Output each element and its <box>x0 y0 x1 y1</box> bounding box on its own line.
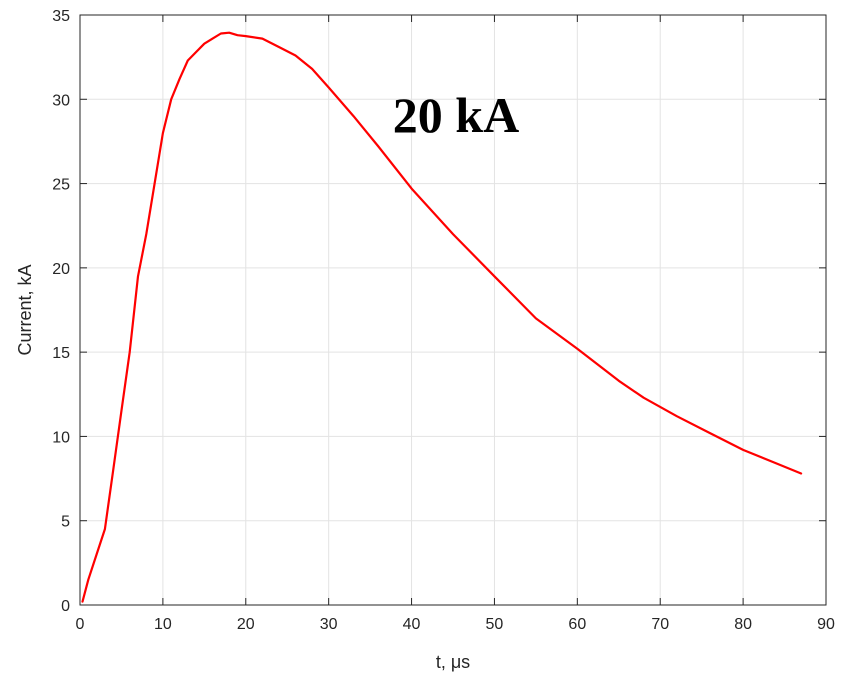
x-tick-label: 50 <box>486 616 504 633</box>
current-series-line <box>81 31 803 603</box>
y-tick-label: 25 <box>52 177 70 194</box>
y-tick-label: 0 <box>61 598 70 615</box>
series <box>81 31 803 603</box>
x-tick-label: 30 <box>320 616 338 633</box>
y-tick-label: 20 <box>52 261 70 278</box>
y-tick-label: 5 <box>61 514 70 531</box>
tick-labels: 0 10 20 30 40 50 60 70 80 90 0 5 10 15 20 25 30 35 <box>52 8 835 633</box>
x-axis-label: t, μs <box>436 652 470 672</box>
y-tick-label: 15 <box>52 345 70 362</box>
grid <box>80 15 826 605</box>
plot-background <box>80 15 826 605</box>
y-tick-label: 30 <box>52 92 70 109</box>
x-tick-label: 90 <box>817 616 835 633</box>
x-tick-label: 80 <box>734 616 752 633</box>
x-tick-label: 60 <box>568 616 586 633</box>
x-tick-label: 0 <box>76 616 85 633</box>
x-tick-label: 10 <box>154 616 172 633</box>
annotation-label: 20 kA <box>393 87 519 143</box>
x-tick-label: 20 <box>237 616 255 633</box>
y-tick-label: 35 <box>52 8 70 25</box>
y-tick-label: 10 <box>52 429 70 446</box>
ticks <box>79 14 827 606</box>
x-tick-label: 40 <box>403 616 421 633</box>
plot-frame <box>79 14 827 606</box>
x-tick-label: 70 <box>651 616 669 633</box>
y-axis-label: Current, kA <box>15 264 35 355</box>
